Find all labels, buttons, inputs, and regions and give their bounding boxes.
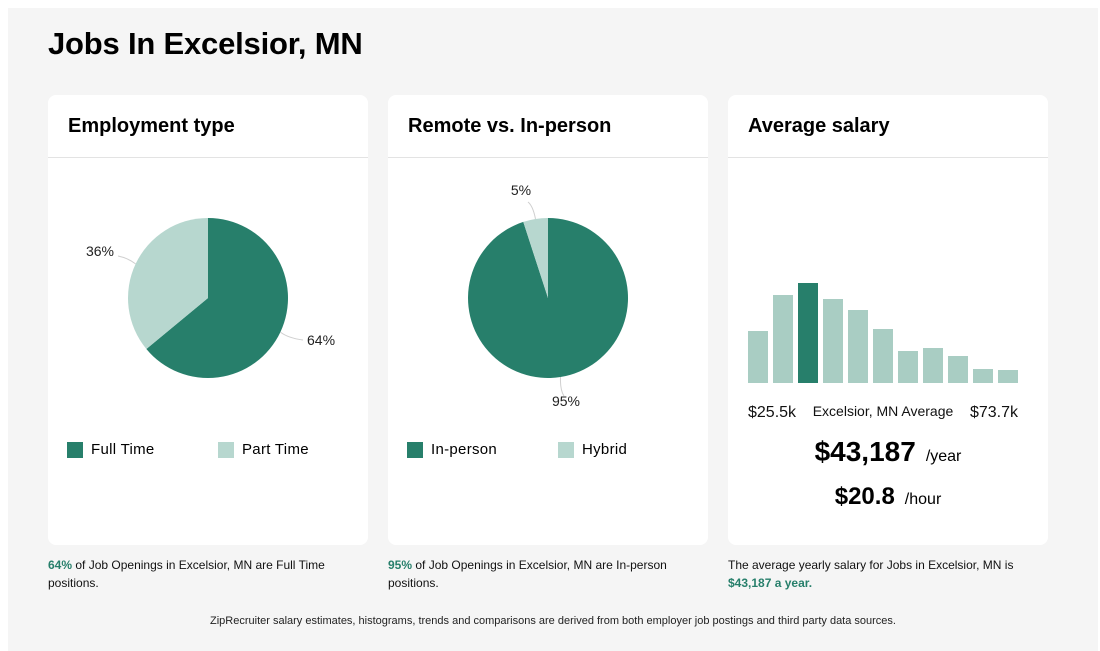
page-title: Jobs In Excelsior, MN: [48, 26, 363, 61]
salary-caption-highlight: $43,187 a year.: [728, 576, 813, 590]
employment-caption-text: of Job Openings in Excelsior, MN are Ful…: [48, 558, 325, 590]
yearly-salary: $43,187/year: [728, 436, 1048, 468]
remote-caption: 95% of Job Openings in Excelsior, MN are…: [388, 556, 688, 592]
employment-legend: Full Time Part Time: [67, 441, 309, 458]
employment-pie-chart: 64% 36%: [86, 218, 335, 378]
remote-caption-pct: 95%: [388, 558, 413, 572]
employment-type-card: Employment type 64% 36% Full Time Part Ti…: [48, 95, 368, 545]
salary-bar: [873, 329, 893, 383]
yearly-salary-unit: /year: [925, 448, 962, 465]
hourly-salary-value: $20.8: [834, 483, 895, 510]
salary-bar: [973, 369, 993, 383]
legend-label-full-time: Full Time: [91, 441, 155, 458]
salary-bar: [823, 299, 843, 383]
salary-average-label: Excelsior, MN Average: [813, 403, 954, 419]
remote-slice-hybrid: [523, 218, 548, 298]
card-header: Average salary: [728, 95, 1048, 158]
hourly-salary: $20.8/hour: [728, 483, 1048, 511]
salary-card: Average salary $25.5k Excelsior, MN Aver…: [728, 95, 1048, 545]
remote-leader-in-person: [559, 376, 565, 397]
salary-bar: [748, 331, 768, 383]
remote-legend: In-person Hybrid: [407, 441, 627, 458]
employment-caption: 64% of Job Openings in Excelsior, MN are…: [48, 556, 348, 592]
employment-label-full-time: 64%: [307, 332, 335, 348]
legend-swatch-hybrid: [558, 441, 574, 458]
salary-caption-text: The average yearly salary for Jobs in Ex…: [728, 558, 1014, 572]
remote-leader-hybrid: [527, 201, 536, 220]
employment-label-part-time: 36%: [86, 243, 114, 259]
hourly-salary-unit: /hour: [904, 491, 942, 508]
legend-label-part-time: Part Time: [242, 441, 309, 458]
page: Jobs In Excelsior, MN Employment type 64…: [8, 8, 1098, 651]
salary-bar: [898, 351, 918, 383]
remote-slice-in-person: [468, 218, 629, 378]
salary-bar: [773, 295, 793, 383]
salary-caption: The average yearly salary for Jobs in Ex…: [728, 556, 1028, 592]
employment-slice-full-time: [146, 218, 289, 378]
legend-swatch-in-person: [407, 441, 423, 458]
salary-title: Average salary: [748, 115, 890, 137]
salary-bar: [998, 370, 1018, 383]
legend-label-in-person: In-person: [431, 441, 498, 458]
remote-caption-text: of Job Openings in Excelsior, MN are In-…: [388, 558, 667, 590]
card-header: Remote vs. In-person: [388, 95, 708, 158]
legend-item-hybrid: Hybrid: [558, 441, 627, 458]
employment-type-title: Employment type: [68, 115, 235, 137]
salary-bar: [848, 310, 868, 383]
remote-label-hybrid: 5%: [511, 182, 531, 198]
legend-item-full-time: Full Time: [67, 441, 218, 458]
legend-label-hybrid: Hybrid: [582, 441, 628, 458]
salary-histogram: $25.5k Excelsior, MN Average $73.7k: [748, 283, 1019, 421]
legend-item-in-person: In-person: [407, 441, 558, 458]
employment-slice-part-time: [128, 218, 208, 349]
legend-swatch-part-time: [218, 441, 234, 458]
legend-swatch-full-time: [67, 441, 83, 458]
footer-note: ZipRecruiter salary estimates, histogram…: [210, 615, 896, 627]
salary-bar: [948, 356, 968, 383]
salary-bar-average: [798, 283, 818, 383]
employment-leader-full-time: [280, 331, 304, 341]
legend-item-part-time: Part Time: [218, 441, 309, 458]
salary-bar: [923, 348, 943, 383]
remote-title: Remote vs. In-person: [408, 115, 612, 137]
salary-min-label: $25.5k: [748, 404, 797, 421]
remote-label-in-person: 95%: [552, 393, 580, 409]
card-header: Employment type: [48, 95, 368, 158]
remote-card: Remote vs. In-person 95% 5% In-person Hyb…: [388, 95, 708, 545]
salary-max-label: $73.7k: [970, 404, 1019, 421]
yearly-salary-value: $43,187: [814, 436, 916, 467]
employment-leader-part-time: [117, 255, 136, 265]
remote-pie-chart: 95% 5%: [468, 182, 629, 409]
employment-caption-pct: 64%: [48, 558, 73, 572]
